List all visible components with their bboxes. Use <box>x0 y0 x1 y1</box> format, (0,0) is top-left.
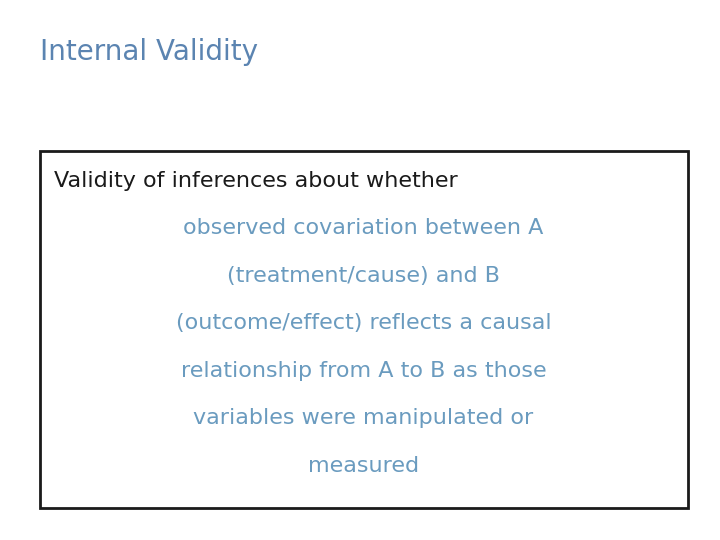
Text: measured: measured <box>308 456 419 476</box>
Text: (outcome/effect) reflects a causal: (outcome/effect) reflects a causal <box>176 313 552 334</box>
Text: (treatment/cause) and B: (treatment/cause) and B <box>227 266 500 286</box>
Text: Validity of inferences about whether: Validity of inferences about whether <box>54 171 458 191</box>
Text: observed covariation between A: observed covariation between A <box>184 218 544 239</box>
Text: Internal Validity: Internal Validity <box>40 38 258 66</box>
Text: variables were manipulated or: variables were manipulated or <box>194 408 534 429</box>
FancyBboxPatch shape <box>40 151 688 508</box>
Text: relationship from A to B as those: relationship from A to B as those <box>181 361 546 381</box>
